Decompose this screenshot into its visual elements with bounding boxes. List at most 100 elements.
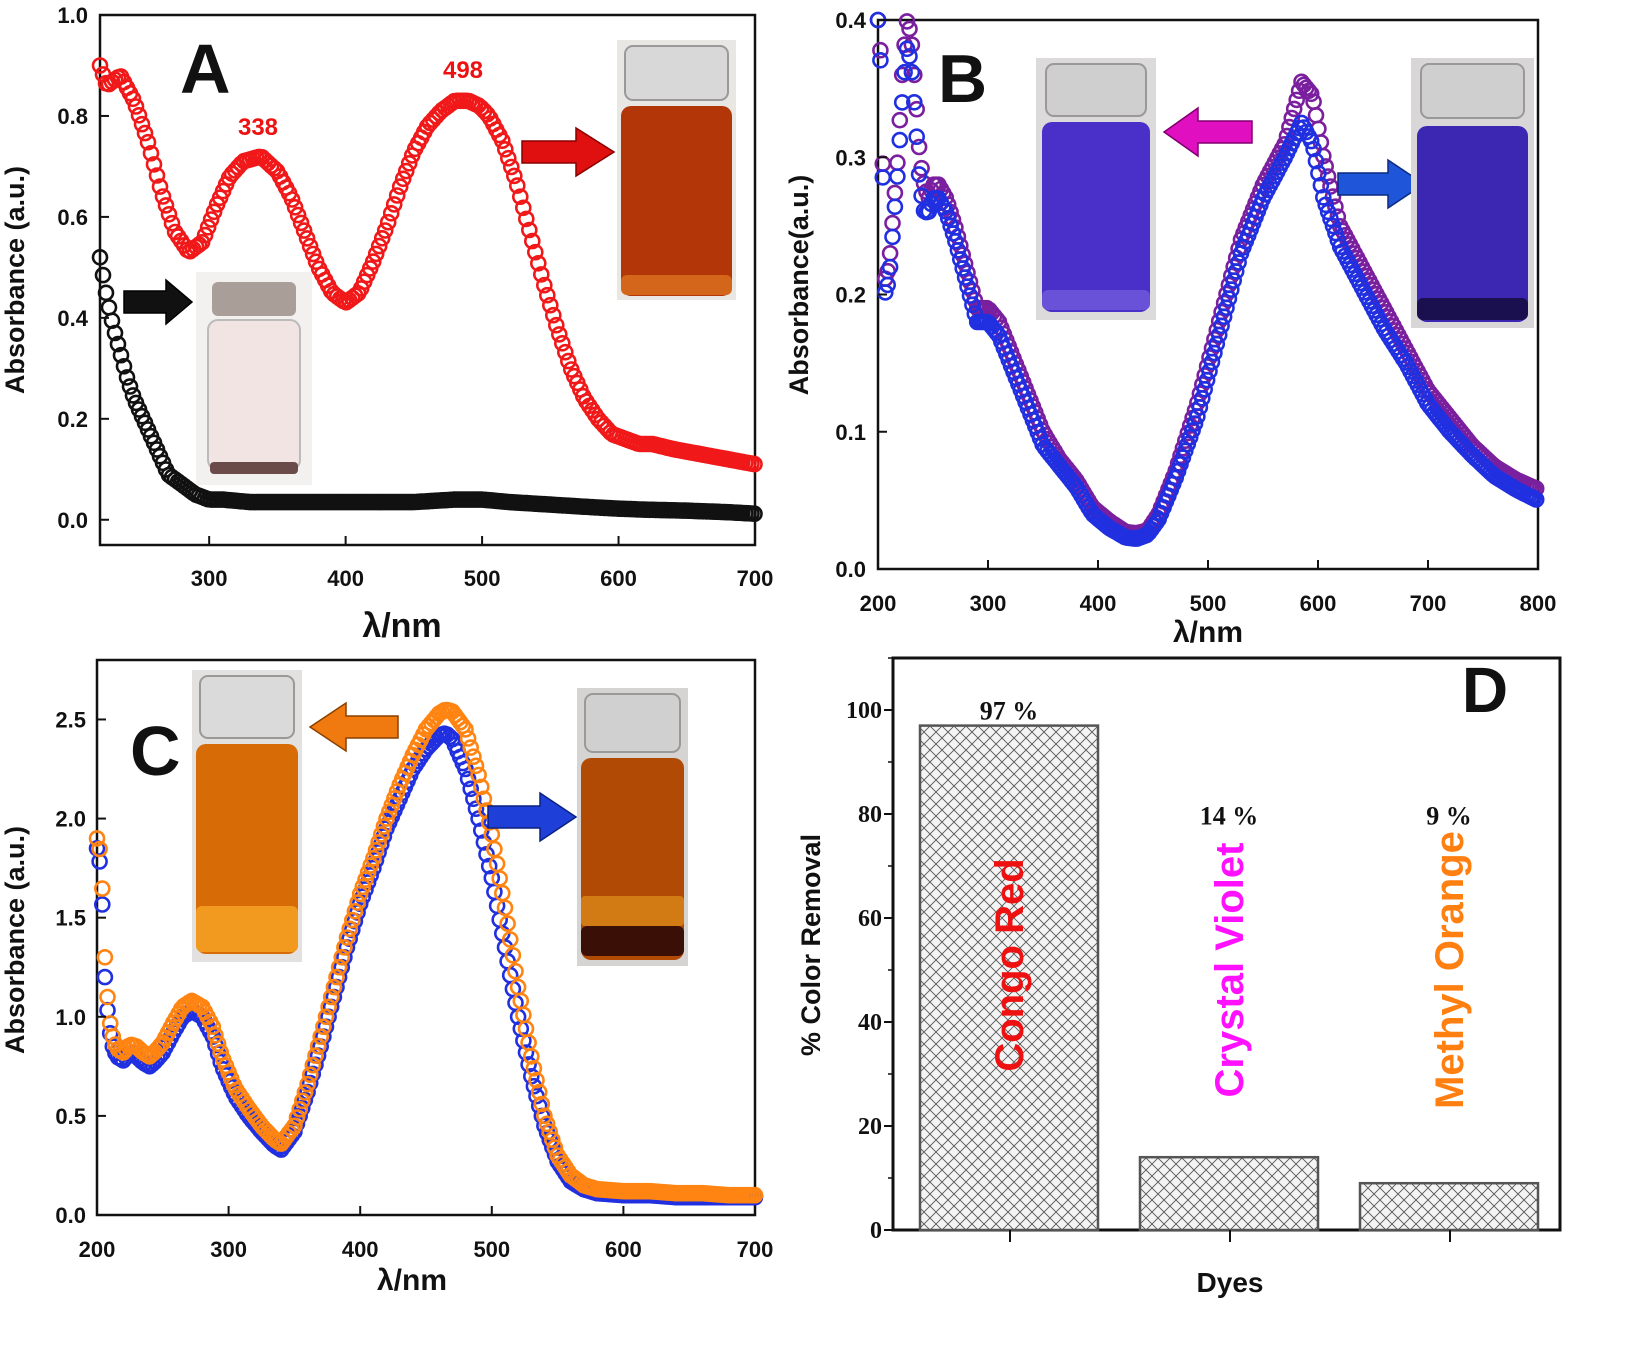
panel-b-data-point <box>954 260 972 277</box>
panel-a-y-tick-label: 1.0 <box>57 3 88 28</box>
panel-b-data-point <box>1285 100 1303 118</box>
panel-d-y-tick-label: 100 <box>846 698 882 724</box>
panel-b-data-point <box>1329 208 1347 225</box>
panel-a-x-tick-label: 400 <box>327 566 364 591</box>
panel-a-data-point <box>514 199 532 217</box>
panel-a-x-axis-label: λ/nm <box>362 607 441 645</box>
panel-c-y-tick-label: 1.5 <box>55 906 86 931</box>
panel-d-data-label: 14 % <box>1200 801 1259 830</box>
panel-d-y-tick-label: 40 <box>858 1010 882 1036</box>
panel-a-data-point <box>124 90 142 108</box>
panel-c-data-point <box>536 1107 553 1125</box>
panel-d-bar <box>1358 1181 1540 1232</box>
panel-c-y-tick-label: 2.5 <box>55 707 86 732</box>
panel-c-data-point <box>288 1109 306 1126</box>
panel-c-data-point <box>467 800 485 818</box>
panel-a-vial-congo-red <box>617 40 736 300</box>
panel-b-data-point <box>872 41 889 59</box>
panel-c-series-layer <box>88 701 764 1206</box>
panel-a-data-point <box>538 286 556 304</box>
panel-a-data-point <box>196 226 214 244</box>
panel-c: 200 300 400 500 600 700 0.0 0.5 1.0 1.5 2.0 2.5 C λ… <box>0 658 773 1297</box>
panel-a-data-point <box>202 211 220 228</box>
panel-d-axis-layer: 0 20 40 60 80 100 <box>846 657 1451 1244</box>
panel-a-data-point <box>508 177 526 194</box>
panel-a-data-point <box>205 203 223 221</box>
panel-a-data-point <box>91 248 109 266</box>
panel-c-data-point <box>525 1060 543 1077</box>
panel-c-data-point <box>209 1035 227 1052</box>
panel-a-data-point <box>364 253 382 270</box>
panel-c-data-point <box>538 1115 556 1133</box>
panel-c-data-point <box>504 946 522 964</box>
panel-a-data-point <box>370 237 388 255</box>
panel-b-series-layer <box>869 11 1545 547</box>
panel-b-data-point <box>879 276 897 294</box>
panel-a-y-tick-label: 0.8 <box>57 104 88 129</box>
panel-b-data-point <box>891 131 909 149</box>
panel-c-data-point <box>351 885 369 903</box>
panel-a-annotation-338: 338 <box>238 114 278 141</box>
panel-b-data-point <box>893 94 911 111</box>
panel-a-data-point <box>115 357 133 375</box>
panel-c-data-point <box>367 841 385 859</box>
panel-c-data-point <box>341 920 359 938</box>
panel-c-orange-arrow <box>308 701 399 753</box>
panel-c-data-point <box>336 939 353 956</box>
panel-c-y-tick-label: 0.5 <box>55 1104 86 1129</box>
panel-b-data-point <box>956 269 974 286</box>
panel-b-data-point <box>949 242 967 259</box>
panel-c-data-point <box>212 1043 229 1061</box>
panel-b-data-point <box>1327 224 1344 242</box>
panel-c-data-point <box>304 1056 322 1074</box>
panel-c-data-point <box>496 899 514 917</box>
panel-b-blue-arrow <box>1337 158 1426 210</box>
panel-b-data-point <box>951 251 969 268</box>
panel-b-x-axis-label: λ/nm <box>1173 616 1243 649</box>
panel-d: 97 % Congo Red 14 % Crystal Violet 9 %Methyl… <box>796 654 1562 1298</box>
panel-a-data-point <box>367 245 385 263</box>
panel-c-data-point <box>370 834 387 851</box>
panel-c-data-point <box>301 1066 319 1083</box>
panel-c-data-point <box>325 978 343 996</box>
panel-b-x-tick-label: 300 <box>970 591 1007 616</box>
panel-c-data-point <box>99 988 116 1006</box>
panel-a-vial-after <box>196 272 312 485</box>
panel-b-data-point <box>1201 362 1218 380</box>
panel-c-data-point <box>467 757 485 775</box>
panel-c-data-point <box>457 721 474 738</box>
panel-a-x-tick-label: 700 <box>737 566 774 591</box>
panel-a-data-point <box>746 505 763 523</box>
panel-c-series-2 <box>88 701 764 1204</box>
panel-a-data-point <box>526 243 544 261</box>
panel-a-data-point <box>376 222 394 239</box>
panel-a-data-point <box>493 132 511 149</box>
panel-b-data-point <box>1288 91 1305 109</box>
panel-c-data-point <box>309 1037 327 1055</box>
panel-a-data-point <box>109 335 127 353</box>
panel-b-data-point <box>942 217 959 235</box>
panel-a-data-point <box>541 296 559 314</box>
panel-c-data-point <box>320 998 337 1016</box>
panel-a-data-point <box>94 266 112 284</box>
panel-a-data-point <box>556 343 574 361</box>
panel-a-data-point <box>142 145 160 162</box>
panel-a-red-arrow <box>521 126 616 178</box>
panel-c-data-point <box>475 790 493 808</box>
panel-c-x-tick-label: 200 <box>79 1237 116 1262</box>
panel-c-data-point <box>94 880 111 897</box>
panel-c-data-point <box>328 968 345 986</box>
panel-c-data-point <box>96 968 114 986</box>
panel-a-data-point <box>520 221 538 239</box>
panel-d-category-label: Crystal Violet <box>1208 843 1252 1098</box>
panel-a-data-point <box>154 188 172 205</box>
panel-a-data-point <box>127 98 145 115</box>
panel-a-data-point <box>523 232 541 250</box>
panel-b-data-point <box>903 36 921 54</box>
panel-b: 200 300 400 500 600 700 800 0.0 0.1 0.2 0.3 0.4 B λ… <box>784 8 1556 649</box>
panel-b-data-point <box>901 20 918 38</box>
panel-c-data-point <box>375 818 393 835</box>
panel-b-data-point <box>1227 263 1245 280</box>
panel-b-data-point <box>1220 290 1238 307</box>
panel-c-x-tick-label: 500 <box>473 1237 510 1262</box>
